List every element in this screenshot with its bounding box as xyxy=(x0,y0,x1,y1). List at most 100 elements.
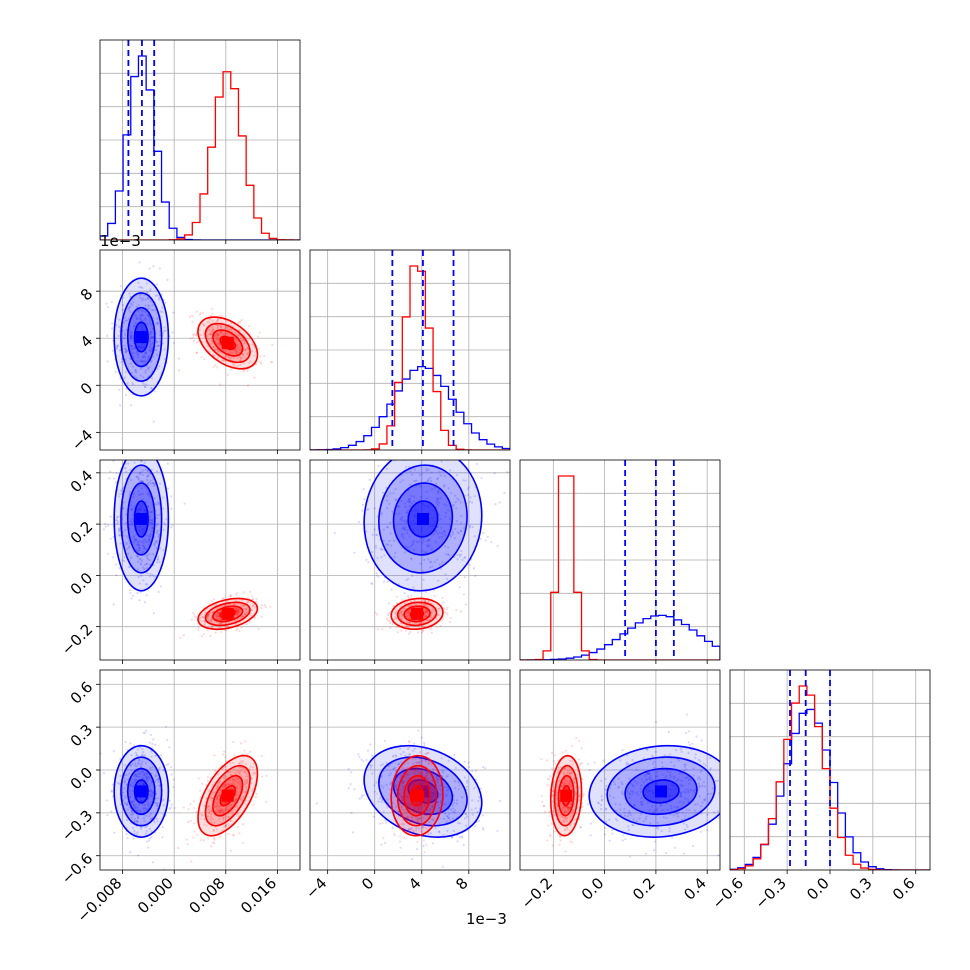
sample-point xyxy=(169,766,173,769)
sample-point xyxy=(121,558,124,562)
sample-point xyxy=(142,376,145,379)
sample-point xyxy=(224,756,227,759)
sample-point xyxy=(463,556,466,560)
sample-point xyxy=(403,519,406,522)
sample-point xyxy=(133,806,136,809)
sample-point xyxy=(133,375,136,378)
sample-point xyxy=(467,766,470,769)
sample-point xyxy=(420,631,424,634)
sample-point xyxy=(210,619,213,622)
sample-point xyxy=(131,781,134,784)
sample-point xyxy=(419,621,422,625)
sample-point xyxy=(145,556,149,559)
sample-point xyxy=(137,511,140,514)
sample-point xyxy=(471,525,474,529)
sample-point xyxy=(422,540,425,543)
sample-point xyxy=(172,341,175,344)
sample-point xyxy=(392,539,396,542)
sample-point xyxy=(382,580,386,583)
sample-point xyxy=(163,326,166,329)
sample-point xyxy=(144,731,147,735)
sample-point xyxy=(149,817,153,821)
sample-point xyxy=(191,336,195,339)
sample-point xyxy=(232,325,235,328)
sample-point xyxy=(422,578,425,581)
sample-point xyxy=(134,315,138,318)
density-peak xyxy=(411,789,424,802)
sample-point xyxy=(136,548,139,552)
sample-point xyxy=(129,478,132,482)
sample-point xyxy=(621,749,624,752)
sample-point xyxy=(390,544,393,547)
sample-point xyxy=(214,348,217,352)
sample-point xyxy=(158,296,161,299)
sample-point xyxy=(208,318,212,321)
sample-point xyxy=(149,333,152,336)
sample-point xyxy=(430,471,433,474)
sample-point xyxy=(438,817,441,820)
sample-point xyxy=(166,487,170,490)
sample-point xyxy=(156,516,159,520)
sample-point xyxy=(401,615,404,618)
sample-point xyxy=(142,579,145,582)
sample-point xyxy=(135,778,138,781)
sample-point xyxy=(212,837,216,840)
sample-point xyxy=(150,755,153,758)
sample-point xyxy=(251,343,254,346)
x-tick-label: −4 xyxy=(302,874,330,902)
sample-point xyxy=(137,772,140,775)
sample-point xyxy=(130,517,133,520)
sample-point xyxy=(446,613,449,616)
sample-point xyxy=(149,360,153,363)
sample-point xyxy=(229,603,232,606)
sample-point xyxy=(448,620,452,624)
sample-point xyxy=(385,499,389,502)
sample-point xyxy=(426,539,429,543)
sample-point xyxy=(145,383,148,386)
sample-point xyxy=(386,619,390,622)
sample-point xyxy=(387,611,391,614)
sample-point xyxy=(248,325,251,328)
sample-point xyxy=(148,789,151,793)
sample-point xyxy=(136,355,140,359)
sample-point xyxy=(254,363,258,366)
sample-point xyxy=(374,611,377,614)
sample-point xyxy=(436,491,440,494)
sample-point xyxy=(202,616,206,620)
sample-point xyxy=(130,523,134,526)
sample-point xyxy=(228,356,231,360)
sample-point xyxy=(271,343,274,347)
sample-point xyxy=(611,829,614,832)
sample-point xyxy=(136,360,139,363)
sample-point xyxy=(239,359,242,362)
sample-point xyxy=(114,481,118,484)
sample-point xyxy=(136,591,139,595)
sample-point xyxy=(119,774,122,777)
sample-point xyxy=(140,772,143,775)
sample-point xyxy=(138,508,141,511)
sample-point xyxy=(133,539,136,542)
sample-point xyxy=(401,516,404,519)
sample-point xyxy=(227,832,230,836)
sample-point xyxy=(208,337,211,341)
sample-point xyxy=(380,548,383,551)
sample-point xyxy=(438,501,441,504)
sample-point xyxy=(424,610,427,613)
sample-point xyxy=(147,474,150,477)
sample-point xyxy=(410,604,413,607)
sample-point xyxy=(455,473,458,477)
sample-point xyxy=(145,562,148,565)
panel-body xyxy=(310,250,510,450)
sample-point xyxy=(232,356,235,359)
sample-point xyxy=(377,575,380,579)
sample-point xyxy=(441,532,444,535)
sample-point xyxy=(395,617,398,621)
sample-point xyxy=(456,497,459,500)
sample-point xyxy=(156,501,159,504)
sample-point xyxy=(166,738,169,742)
sample-point xyxy=(417,540,421,543)
sample-point xyxy=(204,611,207,614)
sample-point xyxy=(231,362,234,365)
sample-point xyxy=(141,299,144,302)
